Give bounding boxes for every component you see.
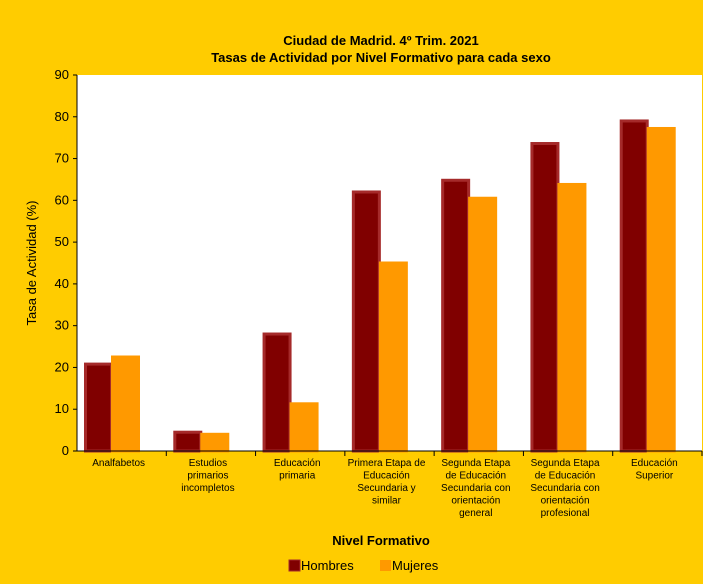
category-label-5-line-1: de Educación bbox=[535, 471, 596, 482]
y-tick-label: 30 bbox=[55, 318, 69, 333]
category-label-4-line-4: general bbox=[459, 508, 492, 519]
chart-title-line-1: Ciudad de Madrid. 4º Trim. 2021 bbox=[283, 33, 478, 48]
category-label-3-line-3: similar bbox=[372, 496, 402, 507]
y-tick-label: 70 bbox=[55, 151, 69, 166]
category-label-6-line-0: Educación bbox=[631, 458, 678, 469]
y-tick-label: 80 bbox=[55, 109, 69, 124]
bar-hombres-6 bbox=[619, 119, 649, 453]
chart-title-line-2: Tasas de Actividad por Nivel Formativo p… bbox=[211, 50, 551, 65]
bar-hombres-0 bbox=[84, 362, 113, 453]
bar-hombres-2 bbox=[262, 332, 292, 453]
y-axis-ticks: 0 10 20 30 40 50 60 70 80 90 bbox=[55, 67, 77, 458]
category-label-3-line-1: Educación bbox=[363, 471, 410, 482]
y-tick-label: 90 bbox=[55, 67, 69, 82]
bar-hombres-1 bbox=[173, 430, 203, 453]
y-tick-label: 60 bbox=[55, 192, 69, 207]
bar-mujeres-0 bbox=[111, 355, 140, 453]
x-axis-title: Nivel Formativo bbox=[332, 533, 430, 548]
bar-hombres-3 bbox=[351, 190, 381, 453]
bar-mujeres-1 bbox=[200, 432, 230, 453]
legend: Hombres Mujeres bbox=[288, 558, 439, 573]
category-label-1-line-2: incompletos bbox=[181, 483, 234, 494]
category-label-6-line-1: Superior bbox=[635, 471, 673, 482]
category-label-5-line-2: Secundaria con bbox=[530, 483, 600, 494]
bar-hombres-5 bbox=[530, 142, 560, 453]
bar-mujeres-3 bbox=[378, 261, 408, 453]
category-label-3-line-0: Primera Etapa de bbox=[348, 458, 426, 469]
bars bbox=[84, 119, 676, 453]
category-label-5-line-4: profesional bbox=[541, 508, 590, 519]
category-label-4-line-1: de Educación bbox=[445, 471, 506, 482]
y-tick-label: 50 bbox=[55, 234, 69, 249]
category-label-0-line-0: Analfabetos bbox=[92, 458, 145, 469]
y-tick-label: 10 bbox=[55, 401, 69, 416]
category-label-2-line-1: primaria bbox=[279, 471, 316, 482]
category-label-5-line-0: Segunda Etapa bbox=[531, 458, 600, 469]
legend-swatch-mujeres bbox=[380, 560, 391, 571]
y-axis-title: Tasa de Actividad (%) bbox=[24, 200, 39, 325]
category-label-3-line-2: Secundaria y bbox=[357, 483, 415, 494]
bar-mujeres-2 bbox=[289, 402, 319, 453]
category-label-1-line-1: primarios bbox=[187, 471, 228, 482]
legend-label-mujeres: Mujeres bbox=[392, 558, 439, 573]
y-tick-label: 20 bbox=[55, 359, 69, 374]
bar-hombres-4 bbox=[441, 178, 471, 453]
category-label-5-line-3: orientación bbox=[541, 496, 590, 507]
category-label-2-line-0: Educación bbox=[274, 458, 321, 469]
bar-mujeres-5 bbox=[557, 182, 587, 453]
y-tick-label: 40 bbox=[55, 276, 69, 291]
category-label-1-line-0: Estudios bbox=[189, 458, 227, 469]
category-label-4-line-0: Segunda Etapa bbox=[441, 458, 510, 469]
bar-mujeres-4 bbox=[468, 196, 498, 453]
category-label-4-line-2: Secundaria con bbox=[441, 483, 511, 494]
legend-swatch-hombres bbox=[288, 559, 301, 572]
category-label-4-line-3: orientación bbox=[451, 496, 500, 507]
legend-label-hombres: Hombres bbox=[301, 558, 354, 573]
bar-mujeres-6 bbox=[646, 126, 676, 453]
y-tick-label: 0 bbox=[62, 443, 69, 458]
